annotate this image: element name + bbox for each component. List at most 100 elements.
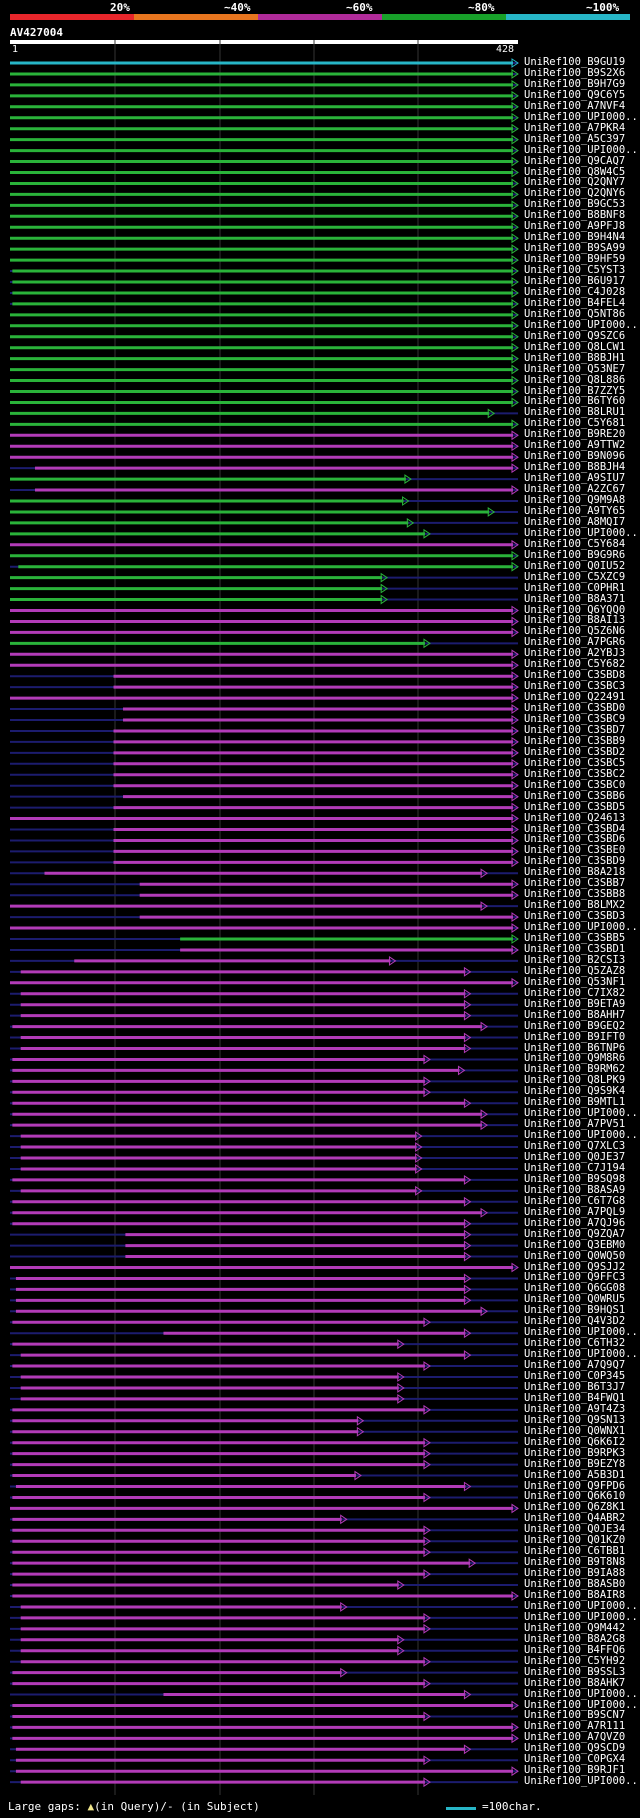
hit-label[interactable]: UniRef100_UPI000... — [524, 1599, 640, 1612]
hit-label[interactable]: UniRef100_B9SQ98 — [524, 1172, 626, 1185]
hit-label[interactable]: UniRef100_B8AI13 — [524, 614, 626, 627]
hit-label[interactable]: UniRef100_A9SIU7 — [524, 472, 626, 485]
hit-label[interactable]: UniRef100_Q9SZC6 — [524, 329, 626, 342]
hit-label[interactable]: UniRef100_Q9M442 — [524, 1621, 626, 1634]
hit-label[interactable]: UniRef100_UPI000... — [524, 1326, 640, 1339]
hit-label[interactable]: UniRef100_UPI000... — [524, 1107, 640, 1120]
hit-label[interactable]: UniRef100_C3SBB5 — [524, 932, 626, 944]
hit-label[interactable]: UniRef100_UPI000... — [524, 1348, 640, 1361]
hit-label[interactable]: UniRef100_B9ETA9 — [524, 997, 626, 1010]
hit-label[interactable]: UniRef100_C5Y681 — [524, 417, 626, 430]
hit-label[interactable]: UniRef100_B7ZZY5 — [524, 384, 626, 397]
hit-label[interactable]: UniRef100_Q2QNY7 — [524, 176, 626, 189]
hit-label[interactable]: UniRef100_B8ASA9 — [524, 1183, 626, 1196]
hit-label[interactable]: UniRef100_B9IFT0 — [524, 1030, 626, 1043]
hit-label[interactable]: UniRef100_C3SBB7 — [524, 877, 626, 890]
hit-label[interactable]: UniRef100_A7NVF4 — [524, 99, 626, 112]
hit-label[interactable]: UniRef100_C6TH32 — [524, 1337, 626, 1350]
hit-label[interactable]: UniRef100_B8AHH7 — [524, 1008, 626, 1021]
hit-label[interactable]: UniRef100_Q6K6I2 — [524, 1435, 626, 1448]
hit-label[interactable]: UniRef100_B6U917 — [524, 275, 626, 287]
hit-label[interactable]: UniRef100_A8MQI7 — [524, 515, 626, 528]
hit-label[interactable]: UniRef100_B9S2X6 — [524, 66, 626, 79]
hit-label[interactable]: UniRef100_B8A371 — [524, 592, 626, 605]
hit-label[interactable]: UniRef100_C3SBC9 — [524, 713, 626, 725]
hit-label[interactable]: UniRef100_Q53NF1 — [524, 975, 626, 988]
hit-label[interactable]: UniRef100_A7QVZ0 — [524, 1731, 626, 1744]
hit-label[interactable]: UniRef100_B6T3J7 — [524, 1380, 626, 1393]
hit-label[interactable]: UniRef100_C3SBD9 — [524, 855, 626, 868]
hit-label[interactable]: UniRef100_B8ASB0 — [524, 1578, 626, 1591]
hit-label[interactable]: UniRef100_B9RJF1 — [524, 1764, 626, 1777]
hit-label[interactable]: UniRef100_B9RE20 — [524, 428, 626, 441]
hit-label[interactable]: UniRef100_B8AHK7 — [524, 1676, 626, 1689]
hit-label[interactable]: UniRef100_B6TY60 — [524, 395, 626, 408]
hit-label[interactable]: UniRef100_B9HF59 — [524, 253, 626, 266]
hit-label[interactable]: UniRef100_B4FEL4 — [524, 296, 626, 309]
hit-label[interactable]: UniRef100_C7IX82 — [524, 986, 626, 999]
hit-label[interactable]: UniRef100_UPI000... — [524, 1129, 640, 1142]
hit-label[interactable]: UniRef100_C3SBD5 — [524, 800, 626, 813]
hit-label[interactable]: UniRef100_Q22491 — [524, 691, 626, 704]
hit-label[interactable]: UniRef100_Q53NE7 — [524, 362, 626, 375]
hit-label[interactable]: UniRef100_Q9CAQ7 — [524, 154, 626, 167]
hit-label[interactable]: UniRef100_C3SBD7 — [524, 723, 626, 736]
hit-label[interactable]: UniRef100_B2CSI3 — [524, 953, 626, 966]
hit-label[interactable]: UniRef100_UPI000... — [524, 1687, 640, 1700]
hit-label[interactable]: UniRef100_Q9SJJ2 — [524, 1260, 626, 1273]
hit-label[interactable]: UniRef100_C3SBD4 — [524, 822, 626, 835]
hit-label[interactable]: UniRef100_B8A218 — [524, 866, 626, 879]
hit-label[interactable]: UniRef100_Q9ZQA7 — [524, 1227, 626, 1240]
hit-label[interactable]: UniRef100_C6T7G8 — [524, 1194, 626, 1207]
hit-label[interactable]: UniRef100_C3SBB8 — [524, 888, 626, 901]
hit-label[interactable]: UniRef100_Q7XLC3 — [524, 1140, 626, 1153]
hit-label[interactable]: UniRef100_B4FWQ1 — [524, 1391, 626, 1404]
hit-label[interactable]: UniRef100_A7PGR6 — [524, 636, 626, 649]
hit-label[interactable]: UniRef100_A5C397 — [524, 132, 626, 145]
hit-label[interactable]: UniRef100_B9H4N4 — [524, 231, 626, 244]
hit-label[interactable]: UniRef100_C3SBD6 — [524, 833, 626, 846]
hit-label[interactable]: UniRef100_Q9FPD6 — [524, 1479, 626, 1492]
hit-label[interactable]: UniRef100_B8A2G8 — [524, 1632, 626, 1645]
hit-label[interactable]: UniRef100_C5YH92 — [524, 1654, 626, 1667]
hit-label[interactable]: UniRef100_C7J194 — [524, 1161, 626, 1174]
hit-label[interactable]: UniRef100_B9SCN7 — [524, 1709, 626, 1722]
hit-label[interactable]: UniRef100_Q9M8R6 — [524, 1052, 626, 1065]
hit-label[interactable]: UniRef100_A5B3D1 — [524, 1468, 626, 1481]
hit-label[interactable]: UniRef100_Q6K610 — [524, 1490, 626, 1503]
hit-label[interactable]: UniRef100_UPI000... — [524, 143, 640, 156]
hit-label[interactable]: UniRef100_B8BNF8 — [524, 209, 626, 222]
hit-label[interactable]: UniRef100_C6TBB1 — [524, 1545, 626, 1558]
hit-label[interactable]: UniRef100_B9SA99 — [524, 242, 626, 255]
hit-label[interactable]: UniRef100_Q4V3D2 — [524, 1315, 626, 1328]
hit-label[interactable]: UniRef100_A2ZC67 — [524, 483, 626, 496]
hit-label[interactable]: UniRef100_C3SBD2 — [524, 745, 626, 758]
hit-label[interactable]: UniRef100_B8BJH4 — [524, 461, 626, 474]
hit-label[interactable]: UniRef100_C3SBC3 — [524, 680, 626, 693]
hit-label[interactable]: UniRef100_A7R111 — [524, 1720, 626, 1733]
hit-label[interactable]: UniRef100_Q9FFC3 — [524, 1271, 626, 1284]
hit-label[interactable]: UniRef100_Q9SCD9 — [524, 1742, 626, 1755]
hit-label[interactable]: UniRef100_B9GU19 — [524, 56, 626, 68]
hit-label[interactable]: UniRef100_Q0IU52 — [524, 559, 626, 572]
hit-label[interactable]: UniRef100_A9PFJ8 — [524, 220, 626, 233]
hit-label[interactable]: UniRef100_A7PV51 — [524, 1118, 626, 1131]
hit-label[interactable]: UniRef100_C3SBC5 — [524, 756, 626, 769]
hit-label[interactable]: UniRef100_B9G9R6 — [524, 548, 626, 561]
hit-label[interactable]: UniRef100_Q9M9A8 — [524, 494, 626, 506]
hit-label[interactable]: UniRef100_C5Y682 — [524, 658, 626, 671]
hit-label[interactable]: UniRef100_C3SBB6 — [524, 789, 626, 802]
hit-label[interactable]: UniRef100_Q01KZ0 — [524, 1534, 626, 1547]
hit-label[interactable]: UniRef100_B8BJH1 — [524, 351, 626, 364]
hit-label[interactable]: UniRef100_Q6YQQ0 — [524, 603, 626, 616]
hit-label[interactable]: UniRef100_C0PHR1 — [524, 581, 626, 594]
hit-label[interactable]: UniRef100_A9T4Z3 — [524, 1402, 626, 1415]
hit-label[interactable]: UniRef100_Q5NT86 — [524, 307, 626, 320]
hit-label[interactable]: UniRef100_C3SBC0 — [524, 778, 626, 791]
hit-label[interactable]: UniRef100_A9TY65 — [524, 504, 626, 517]
hit-label[interactable]: UniRef100_A7PQL9 — [524, 1205, 626, 1218]
hit-label[interactable]: UniRef100_Q6GG08 — [524, 1282, 626, 1295]
hit-label[interactable]: UniRef100_B8AIR8 — [524, 1589, 626, 1601]
hit-label[interactable]: UniRef100_B9H7G9 — [524, 77, 626, 90]
hit-label[interactable]: UniRef100_Q5Z6N6 — [524, 625, 626, 638]
